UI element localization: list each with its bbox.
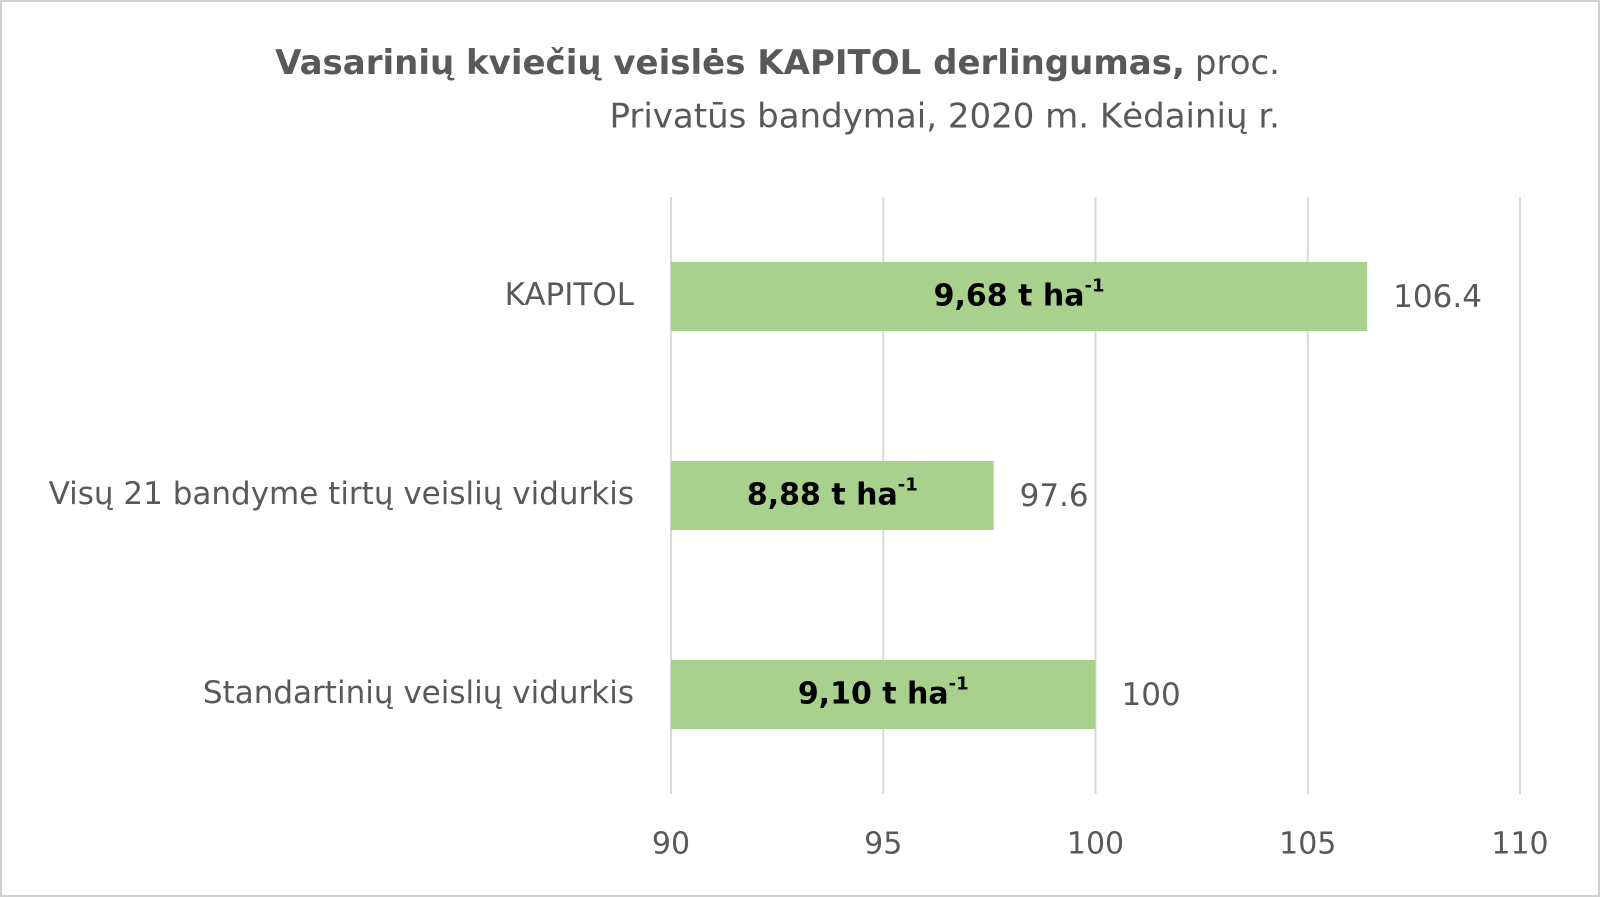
x-tick-label: 105	[1279, 827, 1336, 862]
inner-label: 9,68 t ha-1	[934, 276, 1105, 314]
x-tick-label: 95	[864, 827, 902, 862]
value-label: 97.6	[1020, 478, 1089, 514]
x-tick-label: 90	[652, 827, 690, 862]
value-label: 100	[1122, 677, 1181, 713]
title-unit: proc.	[1195, 43, 1280, 83]
y-tick-label: Visų 21 bandyme tirtų veislių vidurkis	[49, 476, 634, 512]
value-label: 106.4	[1393, 279, 1482, 315]
y-tick-label: KAPITOL	[505, 277, 635, 313]
x-tick-label: 100	[1067, 827, 1124, 862]
inner-label-sup: -1	[898, 475, 918, 496]
bar	[671, 461, 994, 530]
inner-label-text: 9,68 t ha	[934, 278, 1085, 313]
inner-label-sup: -1	[1085, 276, 1105, 297]
title-main: Vasarinių kviečių veislės KAPITOL derlin…	[275, 43, 1185, 83]
x-tick-label: 110	[1491, 827, 1548, 862]
inner-label-sup: -1	[949, 674, 969, 695]
bar	[671, 262, 1368, 331]
chart-title: Vasarinių kviečių veislės KAPITOL derlin…	[275, 43, 1280, 83]
inner-label: 8,88 t ha-1	[747, 475, 918, 513]
inner-label: 9,10 t ha-1	[798, 674, 969, 712]
inner-label-text: 9,10 t ha	[798, 676, 949, 711]
y-tick-label: Standartinių veislių vidurkis	[203, 675, 634, 711]
bar	[671, 660, 1096, 729]
chart-subtitle: Privatūs bandymai, 2020 m. Kėdainių r.	[609, 97, 1280, 137]
inner-label-text: 8,88 t ha	[747, 477, 898, 512]
